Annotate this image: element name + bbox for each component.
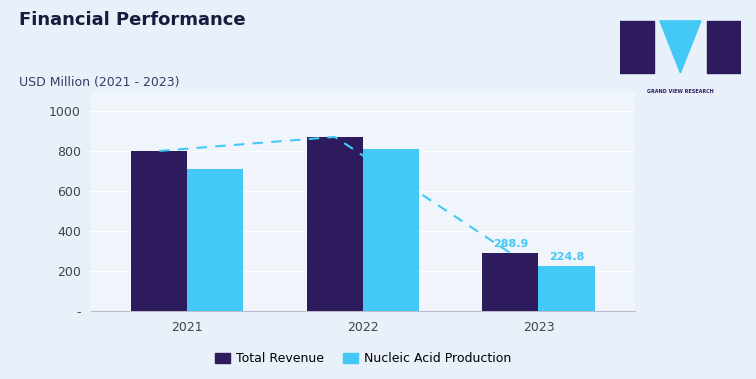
- Bar: [307, 137, 363, 311]
- Bar: [363, 149, 419, 311]
- Text: USD Million (2021 - 2023): USD Million (2021 - 2023): [19, 76, 179, 89]
- Bar: [707, 21, 741, 73]
- Bar: [620, 21, 654, 73]
- Bar: [187, 169, 243, 311]
- Bar: [538, 266, 595, 311]
- Text: 288.9: 288.9: [493, 240, 528, 249]
- Polygon shape: [660, 21, 701, 73]
- Legend: Total Revenue, Nucleic Acid Production: Total Revenue, Nucleic Acid Production: [209, 348, 516, 371]
- Text: 224.8: 224.8: [549, 252, 584, 262]
- Text: Financial Performance: Financial Performance: [19, 11, 246, 29]
- Bar: [482, 253, 538, 311]
- Bar: [131, 151, 187, 311]
- Text: GRAND VIEW RESEARCH: GRAND VIEW RESEARCH: [647, 89, 714, 94]
